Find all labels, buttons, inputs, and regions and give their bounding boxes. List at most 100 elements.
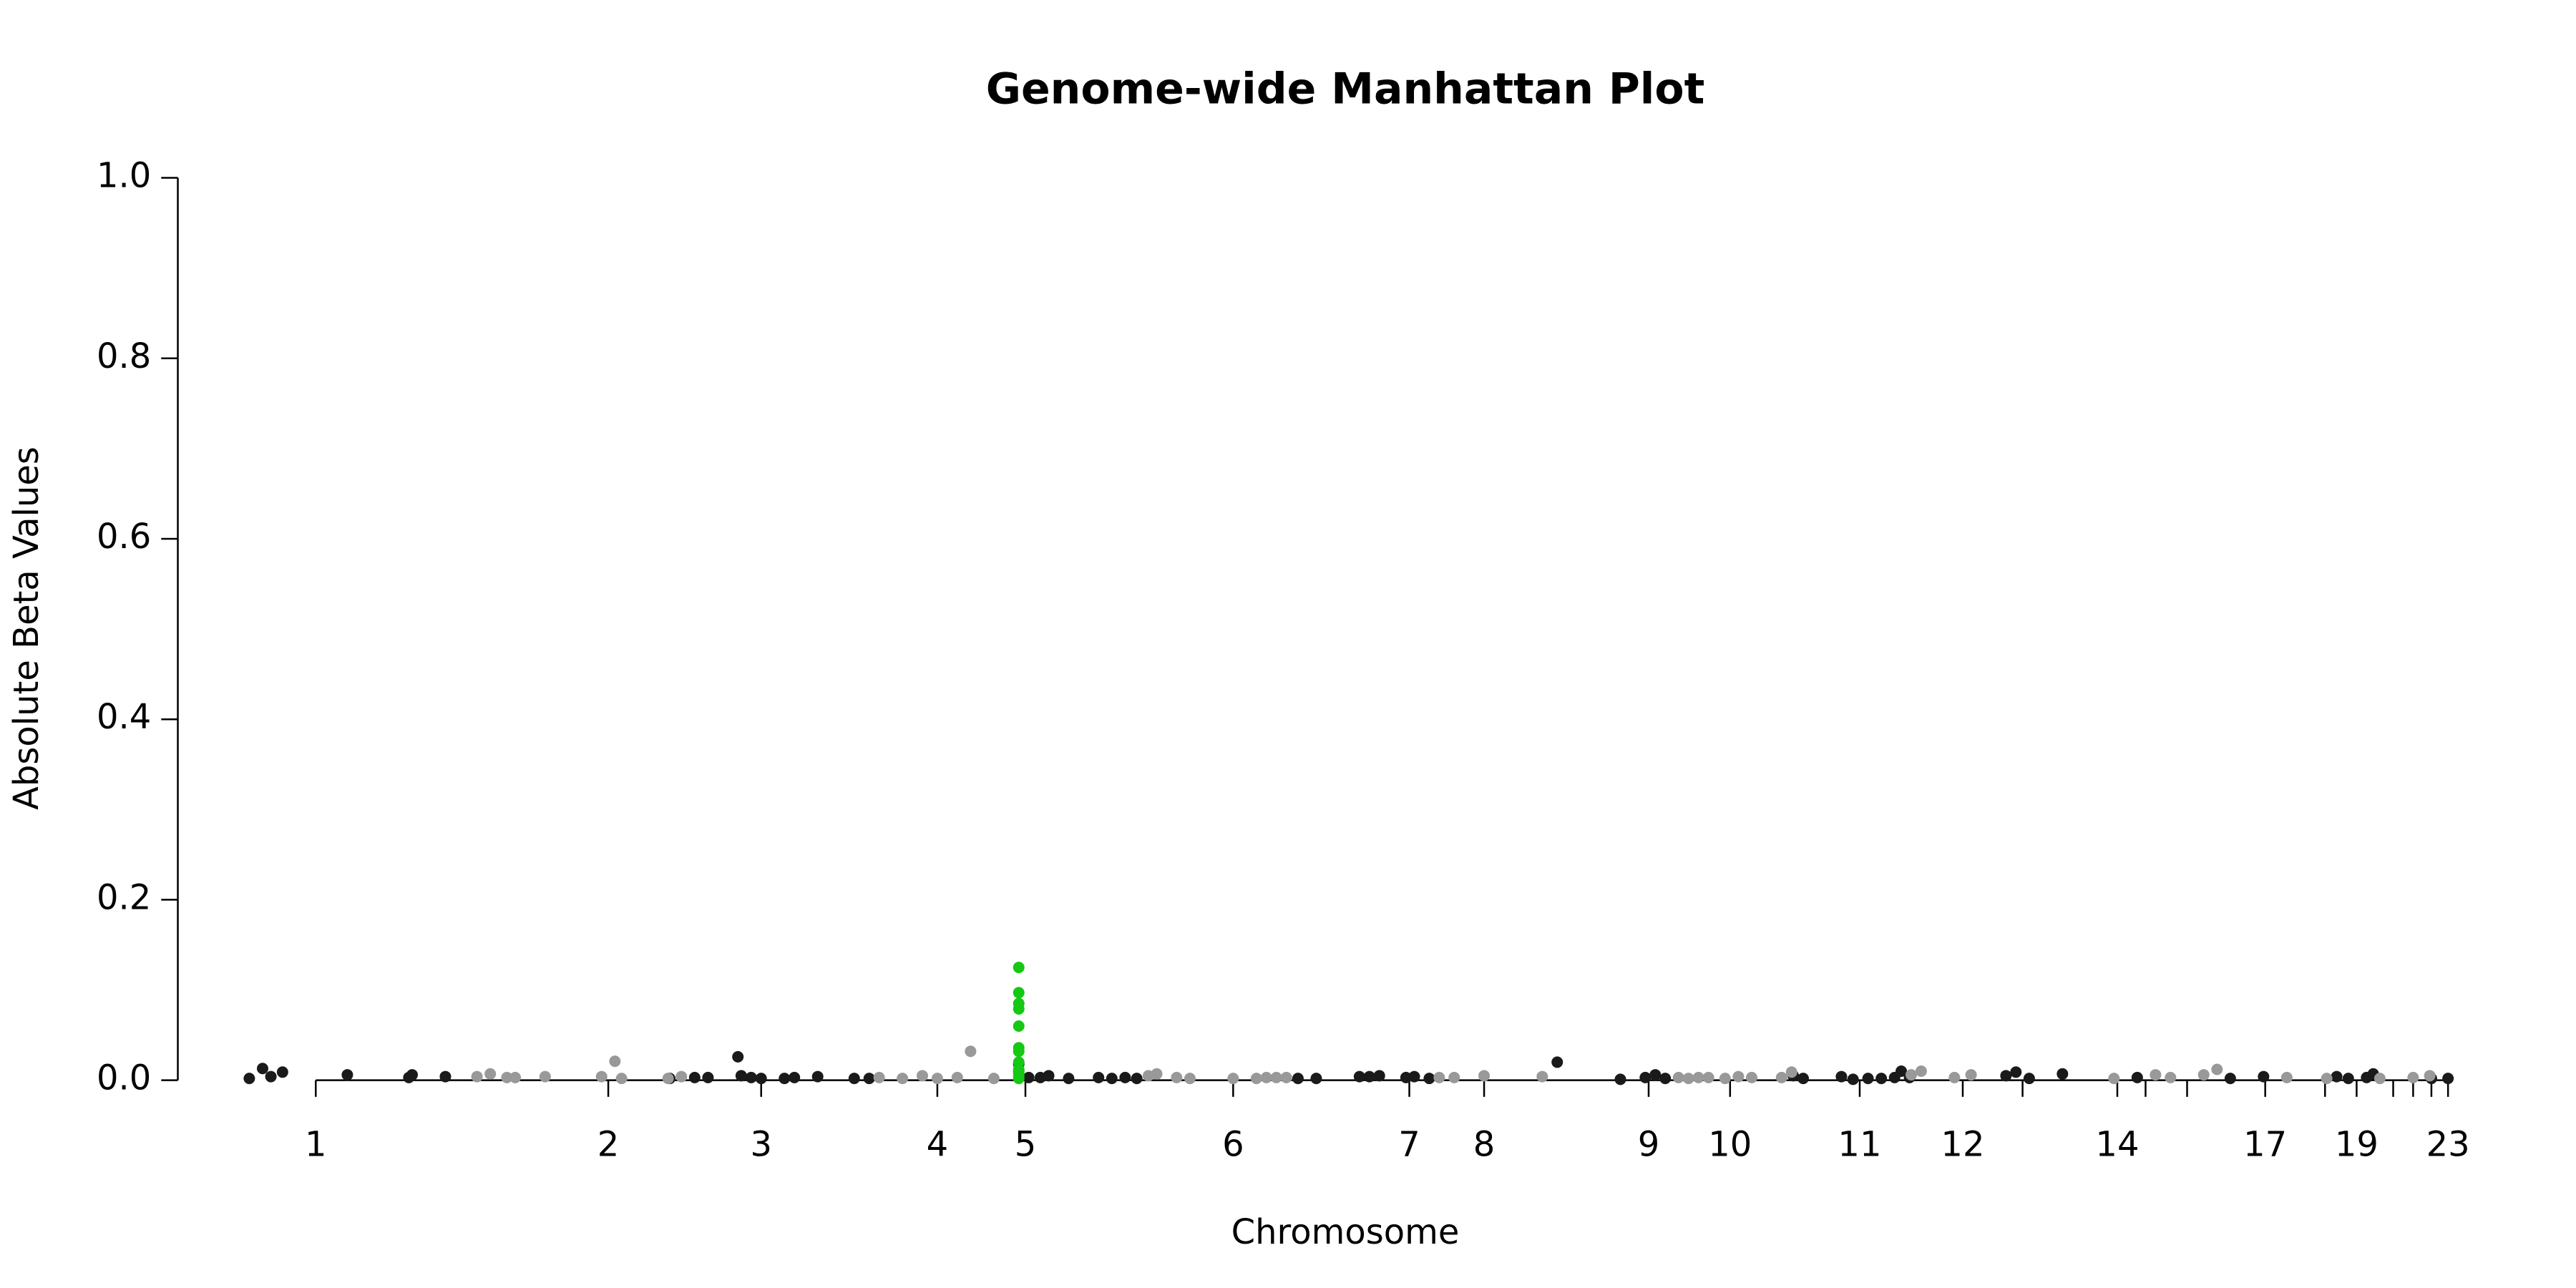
x-tick-label: 2	[597, 1125, 620, 1165]
point	[2197, 1069, 2210, 1081]
point	[1659, 1073, 1672, 1085]
chart-title: Genome-wide Manhattan Plot	[986, 64, 1705, 114]
x-tick-label: 23	[2426, 1125, 2470, 1165]
point	[1023, 1071, 1035, 1083]
point	[1702, 1071, 1714, 1083]
point	[662, 1073, 674, 1085]
point	[951, 1071, 963, 1083]
point	[276, 1066, 288, 1078]
point	[265, 1070, 277, 1083]
point	[917, 1070, 929, 1082]
point	[1965, 1069, 1977, 1081]
point	[539, 1070, 551, 1083]
point	[471, 1070, 483, 1083]
point	[1797, 1073, 1809, 1085]
point	[732, 1050, 744, 1063]
point	[2407, 1071, 2419, 1083]
point	[256, 1063, 268, 1075]
point	[779, 1073, 791, 1085]
point	[1310, 1073, 1322, 1085]
point	[1292, 1073, 1304, 1085]
y-tick-label: 0.0	[97, 1058, 151, 1098]
point	[2108, 1073, 2120, 1085]
point	[1043, 1070, 1055, 1082]
point	[1847, 1073, 1859, 1085]
point	[675, 1070, 688, 1083]
point	[1649, 1069, 1662, 1081]
point	[863, 1073, 875, 1085]
point	[1614, 1073, 1626, 1085]
x-tick-label: 5	[1015, 1125, 1037, 1165]
point	[987, 1073, 1000, 1085]
point	[931, 1073, 943, 1085]
point	[897, 1073, 909, 1085]
point	[1433, 1071, 1445, 1083]
point	[1260, 1071, 1272, 1083]
point	[2211, 1063, 2223, 1075]
point	[406, 1069, 418, 1081]
point	[1013, 1045, 1025, 1058]
point	[2424, 1070, 2436, 1082]
point	[1227, 1073, 1239, 1085]
point	[1423, 1073, 1435, 1085]
point	[1013, 987, 1025, 999]
point	[1184, 1073, 1196, 1085]
point	[2321, 1073, 2333, 1085]
x-axis-label: Chromosome	[1231, 1212, 1460, 1252]
point	[1536, 1070, 1548, 1083]
point	[2224, 1073, 2236, 1085]
y-tick-label: 1.0	[97, 156, 151, 196]
point	[1896, 1065, 1908, 1078]
y-axis-label: Absolute Beta Values	[6, 447, 47, 810]
point	[1373, 1070, 1385, 1082]
point	[2010, 1066, 2022, 1078]
point	[1478, 1070, 1491, 1082]
point	[1250, 1073, 1262, 1085]
point	[789, 1071, 801, 1083]
point	[1732, 1070, 1745, 1083]
x-tick-label: 12	[1941, 1125, 1984, 1165]
point	[1448, 1071, 1460, 1083]
point	[2023, 1073, 2035, 1085]
y-tick-label: 0.6	[97, 517, 151, 557]
point	[1013, 962, 1025, 973]
point	[1551, 1056, 1563, 1068]
point	[2057, 1068, 2069, 1080]
point	[484, 1068, 497, 1080]
x-tick-label: 11	[1838, 1125, 1881, 1165]
point	[1280, 1071, 1292, 1083]
point	[1013, 1020, 1025, 1032]
point	[509, 1071, 521, 1083]
point	[1270, 1071, 1282, 1083]
point	[873, 1071, 885, 1083]
point	[1151, 1068, 1163, 1080]
point	[1875, 1073, 1888, 1085]
x-tick-label: 4	[927, 1125, 949, 1165]
point	[439, 1070, 452, 1083]
point	[1915, 1065, 1927, 1078]
point	[1131, 1073, 1143, 1085]
point	[688, 1071, 701, 1083]
point	[1171, 1071, 1183, 1083]
point	[2280, 1071, 2293, 1083]
point	[2331, 1070, 2343, 1083]
point	[615, 1073, 628, 1085]
point	[965, 1045, 977, 1058]
point	[1682, 1073, 1694, 1085]
point	[2000, 1070, 2012, 1082]
point	[2258, 1070, 2270, 1083]
x-tick-label: 10	[1708, 1125, 1752, 1165]
point	[1692, 1071, 1704, 1083]
x-tick-label: 1	[305, 1125, 327, 1165]
point	[1400, 1071, 1412, 1083]
point	[243, 1073, 255, 1085]
y-tick-label: 0.2	[97, 877, 151, 917]
x-tick-label: 3	[750, 1125, 772, 1165]
point	[1719, 1073, 1731, 1085]
point	[2131, 1071, 2143, 1083]
point	[1013, 1073, 1025, 1085]
point	[1905, 1069, 1917, 1081]
point	[811, 1070, 824, 1083]
point	[735, 1070, 747, 1082]
